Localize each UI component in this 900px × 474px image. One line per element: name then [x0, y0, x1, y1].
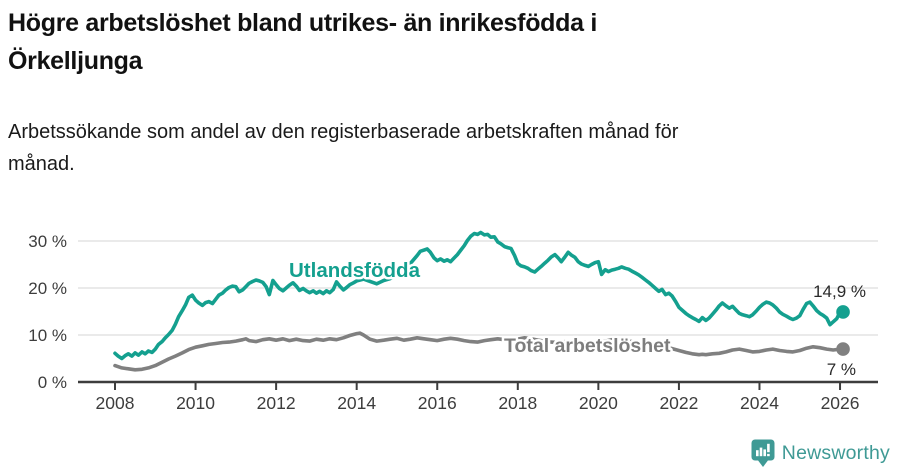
newsworthy-pin-barchart-icon	[751, 439, 775, 467]
y-tick-label: 0 %	[38, 373, 67, 392]
x-tick-label: 2010	[176, 393, 215, 413]
gridlines	[78, 240, 878, 336]
x-tick-label: 2024	[740, 393, 779, 413]
title-line-2: Örkelljunga	[8, 47, 143, 75]
end-value-label-total: 7 %	[827, 360, 856, 379]
x-tick-label: 2008	[96, 393, 135, 413]
series-label-total: Total arbetslöshet	[504, 335, 671, 357]
page-title: Högre arbetslöshet bland utrikes- än inr…	[8, 4, 890, 80]
series-inline-labels: Utlandsfödda Total arbetslöshet	[287, 257, 674, 360]
series-line-total	[113, 331, 842, 372]
x-axis: 2008 2010 2012 2014 2016 2018 2020 2022 2024 2026	[78, 380, 878, 413]
x-tick-label: 2012	[257, 393, 296, 413]
series-label-utlandsfodda: Utlandsfödda	[289, 259, 421, 282]
brand-name: Newsworthy	[781, 442, 890, 464]
x-tick-label: 2022	[659, 393, 698, 413]
subtitle-line-2: månad.	[8, 153, 75, 175]
x-tick-label: 2016	[418, 393, 457, 413]
end-value-label-utlandsfodda: 14,9 %	[813, 282, 866, 301]
y-axis-labels: 0 % 10 % 20 % 30 %	[28, 232, 67, 392]
y-tick-label: 10 %	[28, 326, 67, 345]
title-line-1: Högre arbetslöshet bland utrikes- än inr…	[8, 9, 597, 37]
end-value-labels: 14,9 % 7 %	[813, 282, 866, 379]
x-tick-label: 2014	[337, 393, 376, 413]
series-end-dot-total	[836, 342, 850, 356]
chart-subtitle: Arbetssökande som andel av den registerb…	[8, 116, 890, 180]
x-tick-label: 2018	[498, 393, 537, 413]
x-tick-label: 2026	[821, 393, 860, 413]
series-end-dot-utlandsfodda	[836, 305, 850, 319]
series-line-utlandsfodda	[113, 230, 842, 361]
series-lines	[113, 230, 850, 372]
x-tick-label: 2020	[579, 393, 618, 413]
header: Högre arbetslöshet bland utrikes- än inr…	[0, 0, 900, 180]
subtitle-line-1: Arbetssökande som andel av den registerb…	[8, 121, 679, 143]
brand-footer: Newsworthy	[751, 439, 890, 468]
y-tick-label: 20 %	[28, 279, 67, 298]
y-tick-label: 30 %	[28, 232, 67, 251]
